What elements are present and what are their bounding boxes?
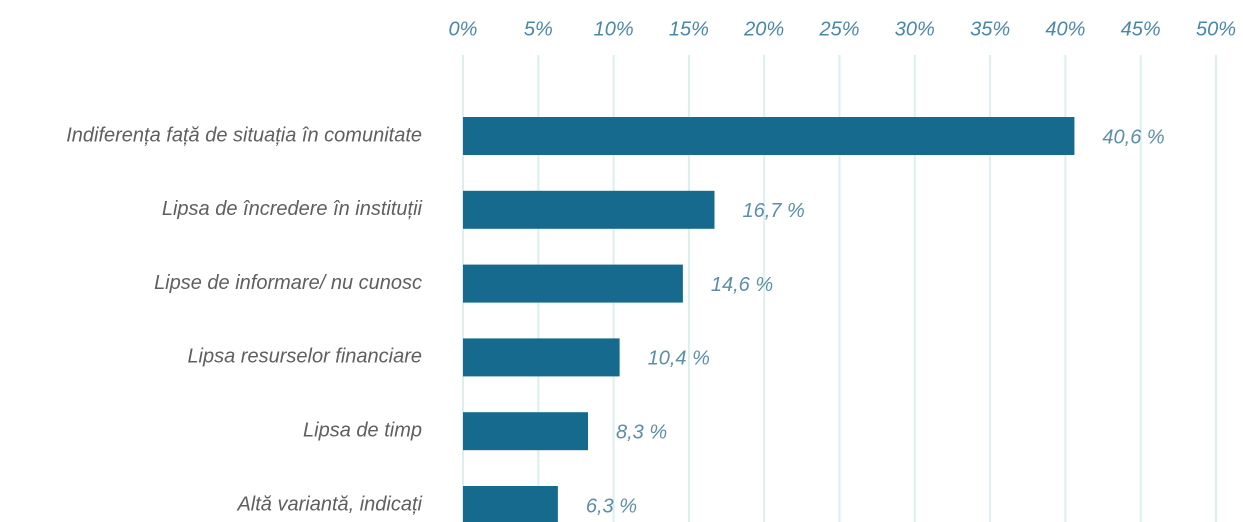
x-tick-label: 5% [524, 18, 553, 40]
category-label: Indiferența față de situația în comunita… [66, 124, 422, 146]
x-tick-label: 35% [970, 18, 1010, 40]
category-label: Lipsa de timp [303, 419, 422, 441]
value-label: 14,6 % [711, 274, 773, 296]
bar [463, 486, 558, 522]
value-label: 6,3 % [586, 495, 637, 517]
x-tick-label: 20% [743, 18, 784, 40]
x-tick-label: 45% [1121, 18, 1161, 40]
x-tick-label: 50% [1196, 18, 1236, 40]
bar [463, 338, 620, 377]
value-label: 8,3 % [616, 421, 667, 443]
x-tick-label: 25% [818, 18, 859, 40]
x-tick-label: 10% [594, 18, 634, 40]
bar [463, 190, 715, 229]
x-tick-label: 40% [1045, 18, 1085, 40]
category-label: Lipse de informare/ nu cunosc [154, 272, 422, 294]
x-tick-label: 0% [449, 18, 478, 40]
category-label: Lipsa resurselor financiare [187, 346, 422, 368]
bar [463, 117, 1075, 155]
bar [463, 412, 588, 451]
x-tick-label: 30% [895, 18, 935, 40]
category-label: Altă variantă, indicați [236, 493, 422, 515]
x-tick-label: 15% [669, 18, 709, 40]
category-label: Lipsa de încredere în instituții [162, 198, 423, 220]
value-label: 40,6 % [1102, 126, 1164, 148]
value-label: 16,7 % [743, 200, 805, 222]
bar [463, 264, 683, 303]
value-label: 10,4 % [648, 348, 710, 370]
